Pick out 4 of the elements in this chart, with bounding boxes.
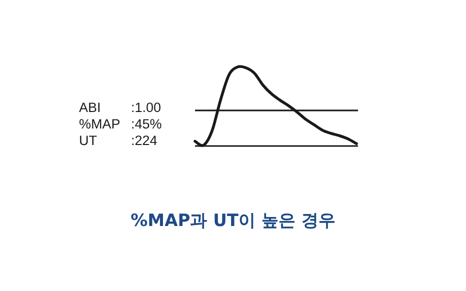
text: %MAP :45% xyxy=(79,116,162,132)
text: ABI :1.00 xyxy=(79,100,162,115)
text: %MAP과 UT이 높은 경우 xyxy=(130,211,336,231)
text: UT :224 xyxy=(79,133,158,148)
